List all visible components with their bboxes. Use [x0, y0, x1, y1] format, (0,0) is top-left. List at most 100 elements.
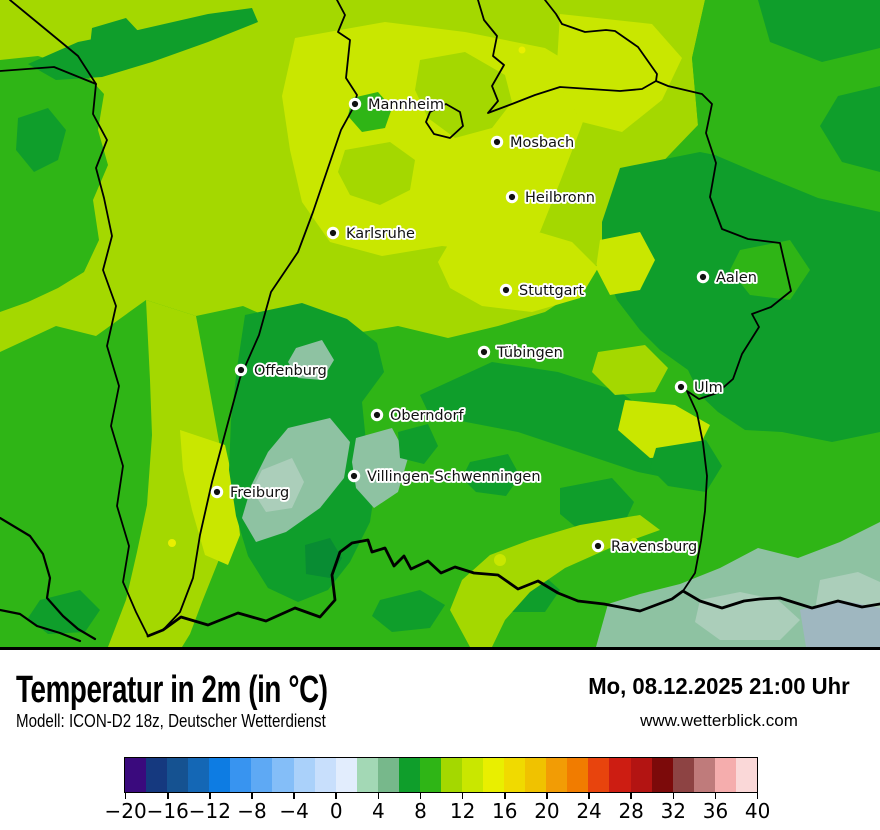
temperature-colorbar: −20 −16 −12 −8 −4 0 4 8 12 16 20 24 28 32 36 40: [104, 757, 770, 823]
colorbar-band-36-to-38: [714, 758, 736, 792]
colorbar-band-2-to-4: [356, 758, 378, 792]
colorbar-band-4-to-6: [377, 758, 399, 792]
colorbar-band-30-to-32: [651, 758, 673, 792]
city-dot-icon: [480, 348, 488, 356]
border-palatinate: [0, 66, 149, 637]
city-marker: Stuttgart: [499, 281, 586, 301]
map-borders: [0, 0, 880, 643]
map-region-hochrhein-mild: [450, 515, 660, 647]
colorbar-tick-label: −20: [104, 799, 147, 823]
colorbar-tick: [630, 792, 632, 799]
city-label: Oberndorf: [390, 408, 464, 424]
map-region-east-uplands: [602, 152, 880, 442]
colorbar-tick-label: 16: [492, 799, 518, 823]
city-marker: Aalen: [696, 268, 759, 288]
colorbar-band--8-to--6: [251, 758, 273, 792]
city-label: Stuttgart: [519, 283, 585, 299]
colorbar-tick-label: 8: [414, 799, 427, 823]
colorbar-band-6-to-8: [398, 758, 420, 792]
city-marker: Mosbach: [490, 133, 576, 153]
city-label: Aalen: [716, 270, 757, 286]
colorbar-tick: [503, 792, 506, 799]
city-dot-icon: [373, 411, 381, 419]
map-region-warm-dot: [168, 539, 176, 547]
city-label: Villingen-Schwenningen: [367, 469, 541, 485]
city-marker: Ulm: [674, 378, 725, 398]
border-basel-area: [0, 608, 82, 643]
colorbar-band-14-to-16: [483, 758, 505, 792]
map-region-odenwald-south-slope: [338, 52, 512, 205]
city-marker: Offenburg: [234, 361, 329, 381]
city-dot-icon: [329, 229, 337, 237]
colorbar-band-16-to-18: [504, 758, 526, 792]
colorbar-tick: [124, 792, 127, 799]
colorbar-band--4-to--2: [293, 758, 315, 792]
colorbar-band-32-to-34: [672, 758, 694, 792]
colorbar-band--12-to--10: [209, 758, 231, 792]
city-marker: Villingen-Schwenningen: [347, 467, 542, 487]
colorbar-tick-label: −8: [237, 799, 267, 823]
colorbar-band-8-to-10: [419, 758, 441, 792]
colorbar-band-26-to-28: [609, 758, 631, 792]
temperature-map: Mannheim Mosbach Heilbronn Karlsruhe Stuttga…: [0, 0, 880, 650]
colorbar-band-18-to-20: [525, 758, 547, 792]
colorbar-tick: [293, 792, 295, 799]
city-dot-icon: [677, 383, 685, 391]
colorbar-tick-label: 28: [618, 799, 644, 823]
border-enclave-loop: [425, 103, 464, 139]
colorbar-band-34-to-36: [693, 758, 715, 792]
colorbar-tick: [251, 792, 253, 799]
city-label: Mannheim: [368, 97, 444, 113]
city-marker: Ravensburg: [591, 537, 699, 557]
map-region-odenwald-ridge: [28, 8, 258, 80]
city-label: Karlsruhe: [346, 226, 415, 242]
border-rhine-west: [162, 0, 358, 631]
city-marker: Freiburg: [210, 483, 291, 503]
city-label: Freiburg: [230, 485, 289, 501]
map-region-warm-dot: [630, 538, 638, 546]
website-credit: www.wetterblick.com: [640, 711, 798, 730]
colorbar-tick: [756, 792, 759, 799]
colorbar-ticks: [124, 792, 759, 799]
map-region-feldberg-coldest: [252, 458, 304, 512]
border-hessen-west: [9, 0, 97, 85]
colorbar-tick: [419, 792, 422, 799]
map-region-swabian-alb: [398, 362, 700, 482]
colorbar-band-12-to-14: [462, 758, 484, 792]
colorbar-tick: [714, 792, 717, 799]
colorbar-tick-label: 36: [702, 799, 729, 823]
map-region-black-forest-cold-east: [352, 428, 408, 508]
colorbar-cells: [124, 757, 758, 793]
colorbar-tick-label: −16: [146, 799, 189, 823]
city-dot-icon: [508, 193, 516, 201]
city-dot-icon: [237, 366, 245, 374]
forecast-datetime: Mo, 08.12.2025 21:00 Uhr: [588, 673, 850, 699]
map-region-hohenlohe-warm: [556, 14, 682, 132]
colorbar-tick: [377, 792, 380, 799]
colorbar-tick-label: 40: [744, 799, 771, 823]
map-region-black-forest-deep: [305, 538, 342, 578]
colorbar-band-10-to-12: [440, 758, 462, 792]
colorbar-tick-label: 24: [576, 799, 602, 823]
map-region-south-cold-patches: [28, 440, 722, 634]
colorbar-tick-label: 4: [372, 799, 385, 823]
colorbar-band-28-to-30: [630, 758, 652, 792]
city-dot-icon: [351, 100, 359, 108]
map-region-warm-dot: [518, 46, 526, 54]
page-title: Temperatur in 2m (in °C): [16, 669, 328, 711]
colorbar-tick: [209, 792, 211, 799]
colorbar-band--6-to--4: [272, 758, 294, 792]
colorbar-tick-label: 20: [534, 799, 560, 823]
colorbar-tick-label: 12: [449, 799, 476, 823]
map-region-black-forest-cold-north: [288, 340, 334, 380]
colorbar-band-0-to-2: [335, 758, 357, 792]
map-region-warm-dot: [494, 554, 506, 566]
map-region-ulm-mild: [592, 345, 668, 395]
colorbar-band-24-to-26: [588, 758, 610, 792]
city-label: Offenburg: [254, 363, 327, 379]
border-france-southwest: [0, 516, 97, 641]
city-marker: Oberndorf: [370, 406, 466, 426]
city-label: Heilbronn: [525, 190, 595, 206]
map-canvas: Mannheim Mosbach Heilbronn Karlsruhe Stuttga…: [0, 0, 880, 650]
